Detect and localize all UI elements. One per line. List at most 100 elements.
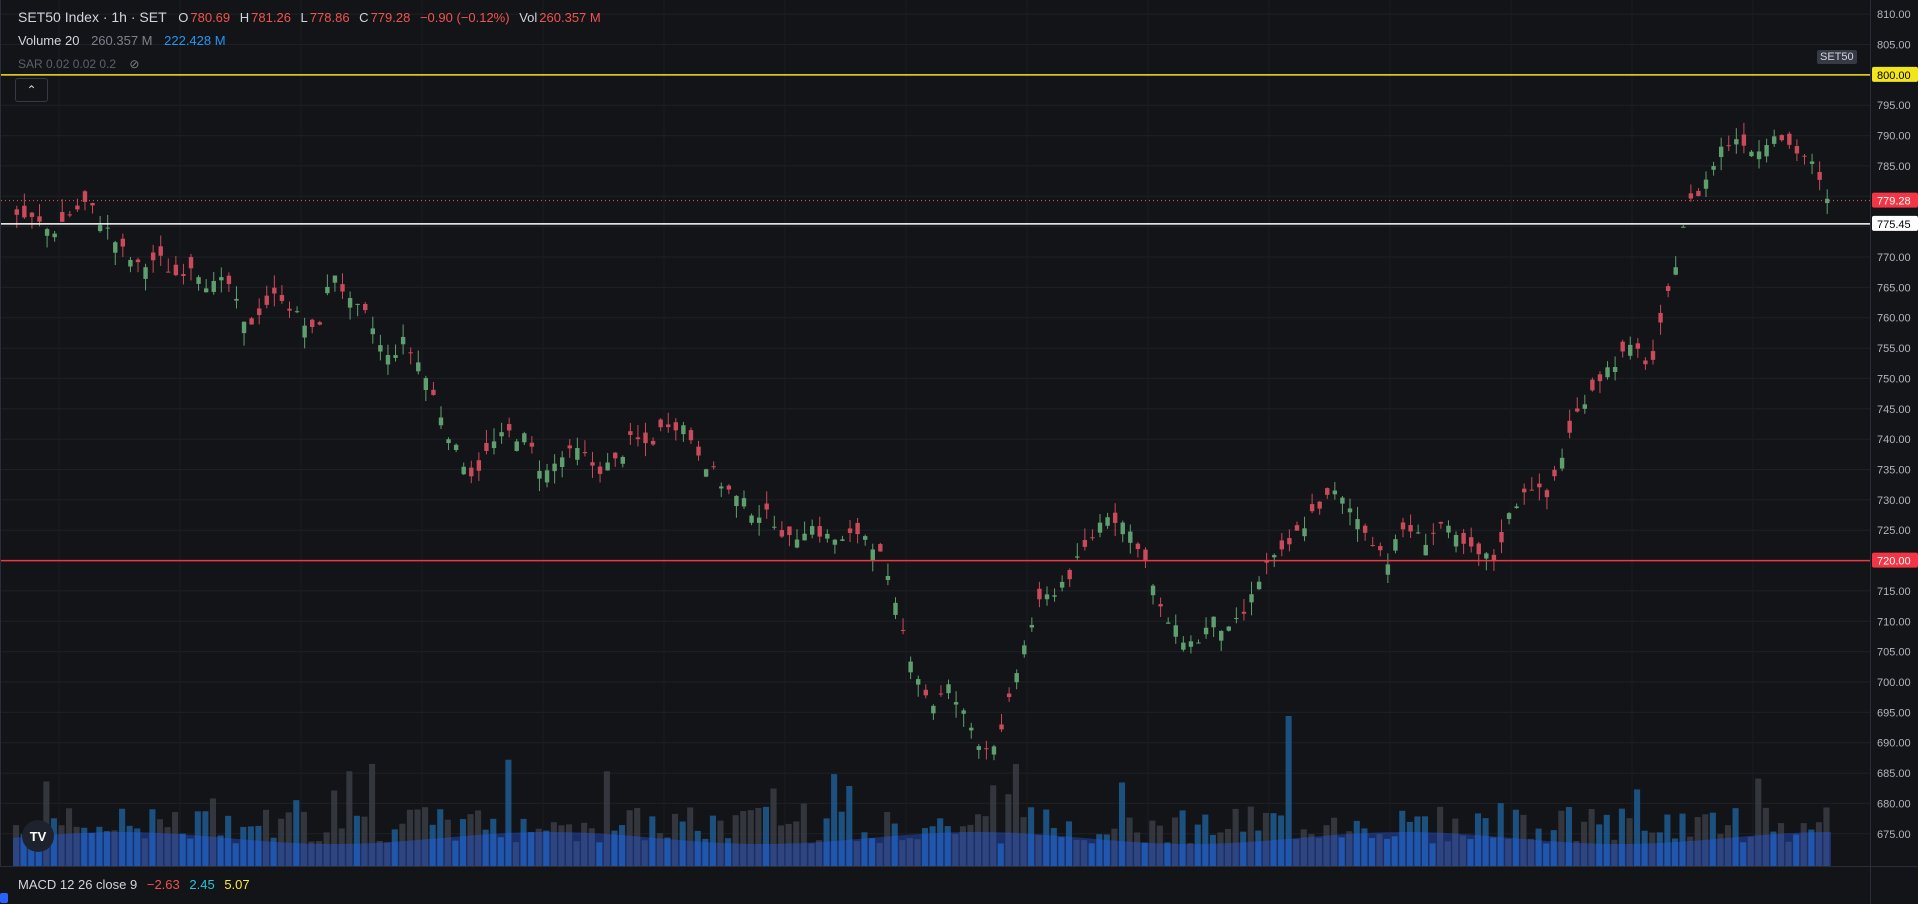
volume-bar: [838, 811, 845, 866]
volume-bar: [1035, 834, 1042, 866]
macd-value-1: −2.63: [146, 877, 180, 892]
candle-body: [1681, 226, 1686, 228]
candle-body: [1741, 134, 1747, 146]
volume-bar: [1353, 820, 1360, 866]
candle-body: [817, 526, 822, 537]
volume-bar: [664, 837, 671, 866]
tradingview-logo-icon[interactable]: TV: [22, 820, 54, 852]
volume-bar: [13, 825, 20, 866]
candle-body: [749, 515, 754, 523]
volume-bar: [1437, 806, 1444, 866]
macd-legend[interactable]: MACD 12 26 close 9 −2.63 2.45 5.07: [18, 877, 250, 892]
volume-bar: [1308, 834, 1315, 866]
volume-bar: [1512, 809, 1519, 866]
volume-bar: [376, 840, 383, 866]
volume-bar: [1520, 814, 1527, 866]
candle-body: [67, 214, 73, 216]
volume-bar: [422, 807, 429, 866]
candle-body: [302, 325, 307, 338]
price-tick-label: 700.00: [1877, 677, 1911, 689]
candle-body: [1219, 630, 1224, 641]
candle-body: [29, 212, 35, 217]
volume-bar: [232, 843, 239, 866]
last-price-tag: [1872, 192, 1918, 208]
price-tick-label: 760.00: [1877, 313, 1911, 325]
volume-bar: [1732, 808, 1739, 866]
candle-body: [1067, 569, 1072, 580]
volume-bar: [96, 826, 103, 866]
candle-body: [597, 466, 603, 474]
candle-body: [1415, 532, 1421, 534]
candle-body: [1112, 512, 1118, 523]
price-axis[interactable]: 675.00 680.00 685.00 690.00 695.00 700.00 705.…: [1870, 0, 1918, 866]
volume-bar: [649, 816, 656, 866]
volume-bar: [1065, 821, 1072, 866]
vol-label: Vol: [519, 10, 538, 25]
volume-bar: [187, 838, 194, 866]
volume-bar: [656, 833, 663, 866]
candle-body: [1491, 554, 1497, 561]
candle-body: [726, 485, 732, 490]
hidden-eye-icon[interactable]: ⊘: [129, 57, 140, 71]
price-tick-label: 730.00: [1877, 495, 1911, 507]
volume-indicator-label[interactable]: Volume 20: [18, 33, 80, 48]
candle-body: [355, 303, 360, 305]
candle-body: [44, 229, 50, 236]
candle-body: [620, 456, 625, 464]
candle-body: [325, 286, 330, 294]
volume-bar: [247, 826, 254, 866]
volume-bar: [1497, 803, 1504, 866]
candle-body: [923, 689, 928, 696]
candle-body: [1764, 145, 1769, 157]
volume-bar: [1641, 830, 1648, 866]
sar-indicator-label[interactable]: SAR 0.02 0.02 0.2: [18, 57, 117, 71]
candle-body: [1340, 497, 1345, 504]
collapse-legend-button[interactable]: ⌃: [15, 78, 48, 102]
candle-body: [1362, 525, 1368, 533]
volume-bar: [164, 827, 171, 866]
candle-body: [264, 295, 269, 305]
candle-body: [1249, 594, 1254, 603]
volume-bar: [1550, 830, 1557, 866]
candle-body: [1188, 641, 1194, 647]
price-chart-svg[interactable]: [1, 0, 1871, 866]
candle-body: [756, 517, 762, 523]
candle-body: [211, 280, 216, 292]
sar-legend[interactable]: SAR 0.02 0.02 0.2 ⊘: [18, 57, 141, 71]
candle-body: [1620, 341, 1625, 352]
main-chart-pane[interactable]: [0, 0, 1871, 866]
symbol-legend[interactable]: SET50 Index · 1h · SET O 780.69 H 781.26 L…: [18, 9, 603, 25]
price-tick-label: 785.00: [1877, 161, 1911, 173]
volume-bar: [581, 822, 588, 866]
macd-axis: [1870, 866, 1918, 904]
price-line-tag: [1872, 215, 1918, 231]
candle-body: [1309, 504, 1315, 512]
volume-bar: [391, 829, 398, 866]
macd-pane[interactable]: MACD 12 26 close 9 −2.63 2.45 5.07: [0, 866, 1870, 904]
volume-bar: [1679, 813, 1686, 866]
volume-bar: [1194, 824, 1201, 866]
volume-bar: [1664, 814, 1671, 866]
candle-body: [999, 724, 1004, 730]
candle-body: [1559, 457, 1565, 469]
candle-body: [400, 336, 406, 345]
candle-body: [1711, 166, 1716, 170]
macd-indicator-label[interactable]: MACD 12 26 close 9: [18, 877, 138, 892]
candle-body: [703, 469, 709, 477]
volume-bar: [619, 825, 626, 866]
volume-legend[interactable]: Volume 20 260.357 M 222.428 M: [18, 33, 228, 48]
high-label: H: [239, 10, 250, 25]
high-value: 781.26: [251, 10, 291, 25]
volume-bar: [66, 808, 73, 866]
last-price-label: 779.28: [1877, 196, 1911, 208]
volume-bar: [853, 841, 860, 866]
candle-body: [1582, 404, 1588, 409]
candle-body: [166, 271, 171, 273]
symbol-title[interactable]: SET50 Index · 1h · SET: [18, 9, 167, 25]
candle-body: [847, 528, 853, 533]
volume-bar: [1793, 834, 1800, 866]
price-tick-label: 675.00: [1877, 829, 1911, 841]
scroll-marker[interactable]: [0, 893, 8, 903]
candle-body: [832, 539, 838, 545]
candle-body: [900, 629, 906, 631]
